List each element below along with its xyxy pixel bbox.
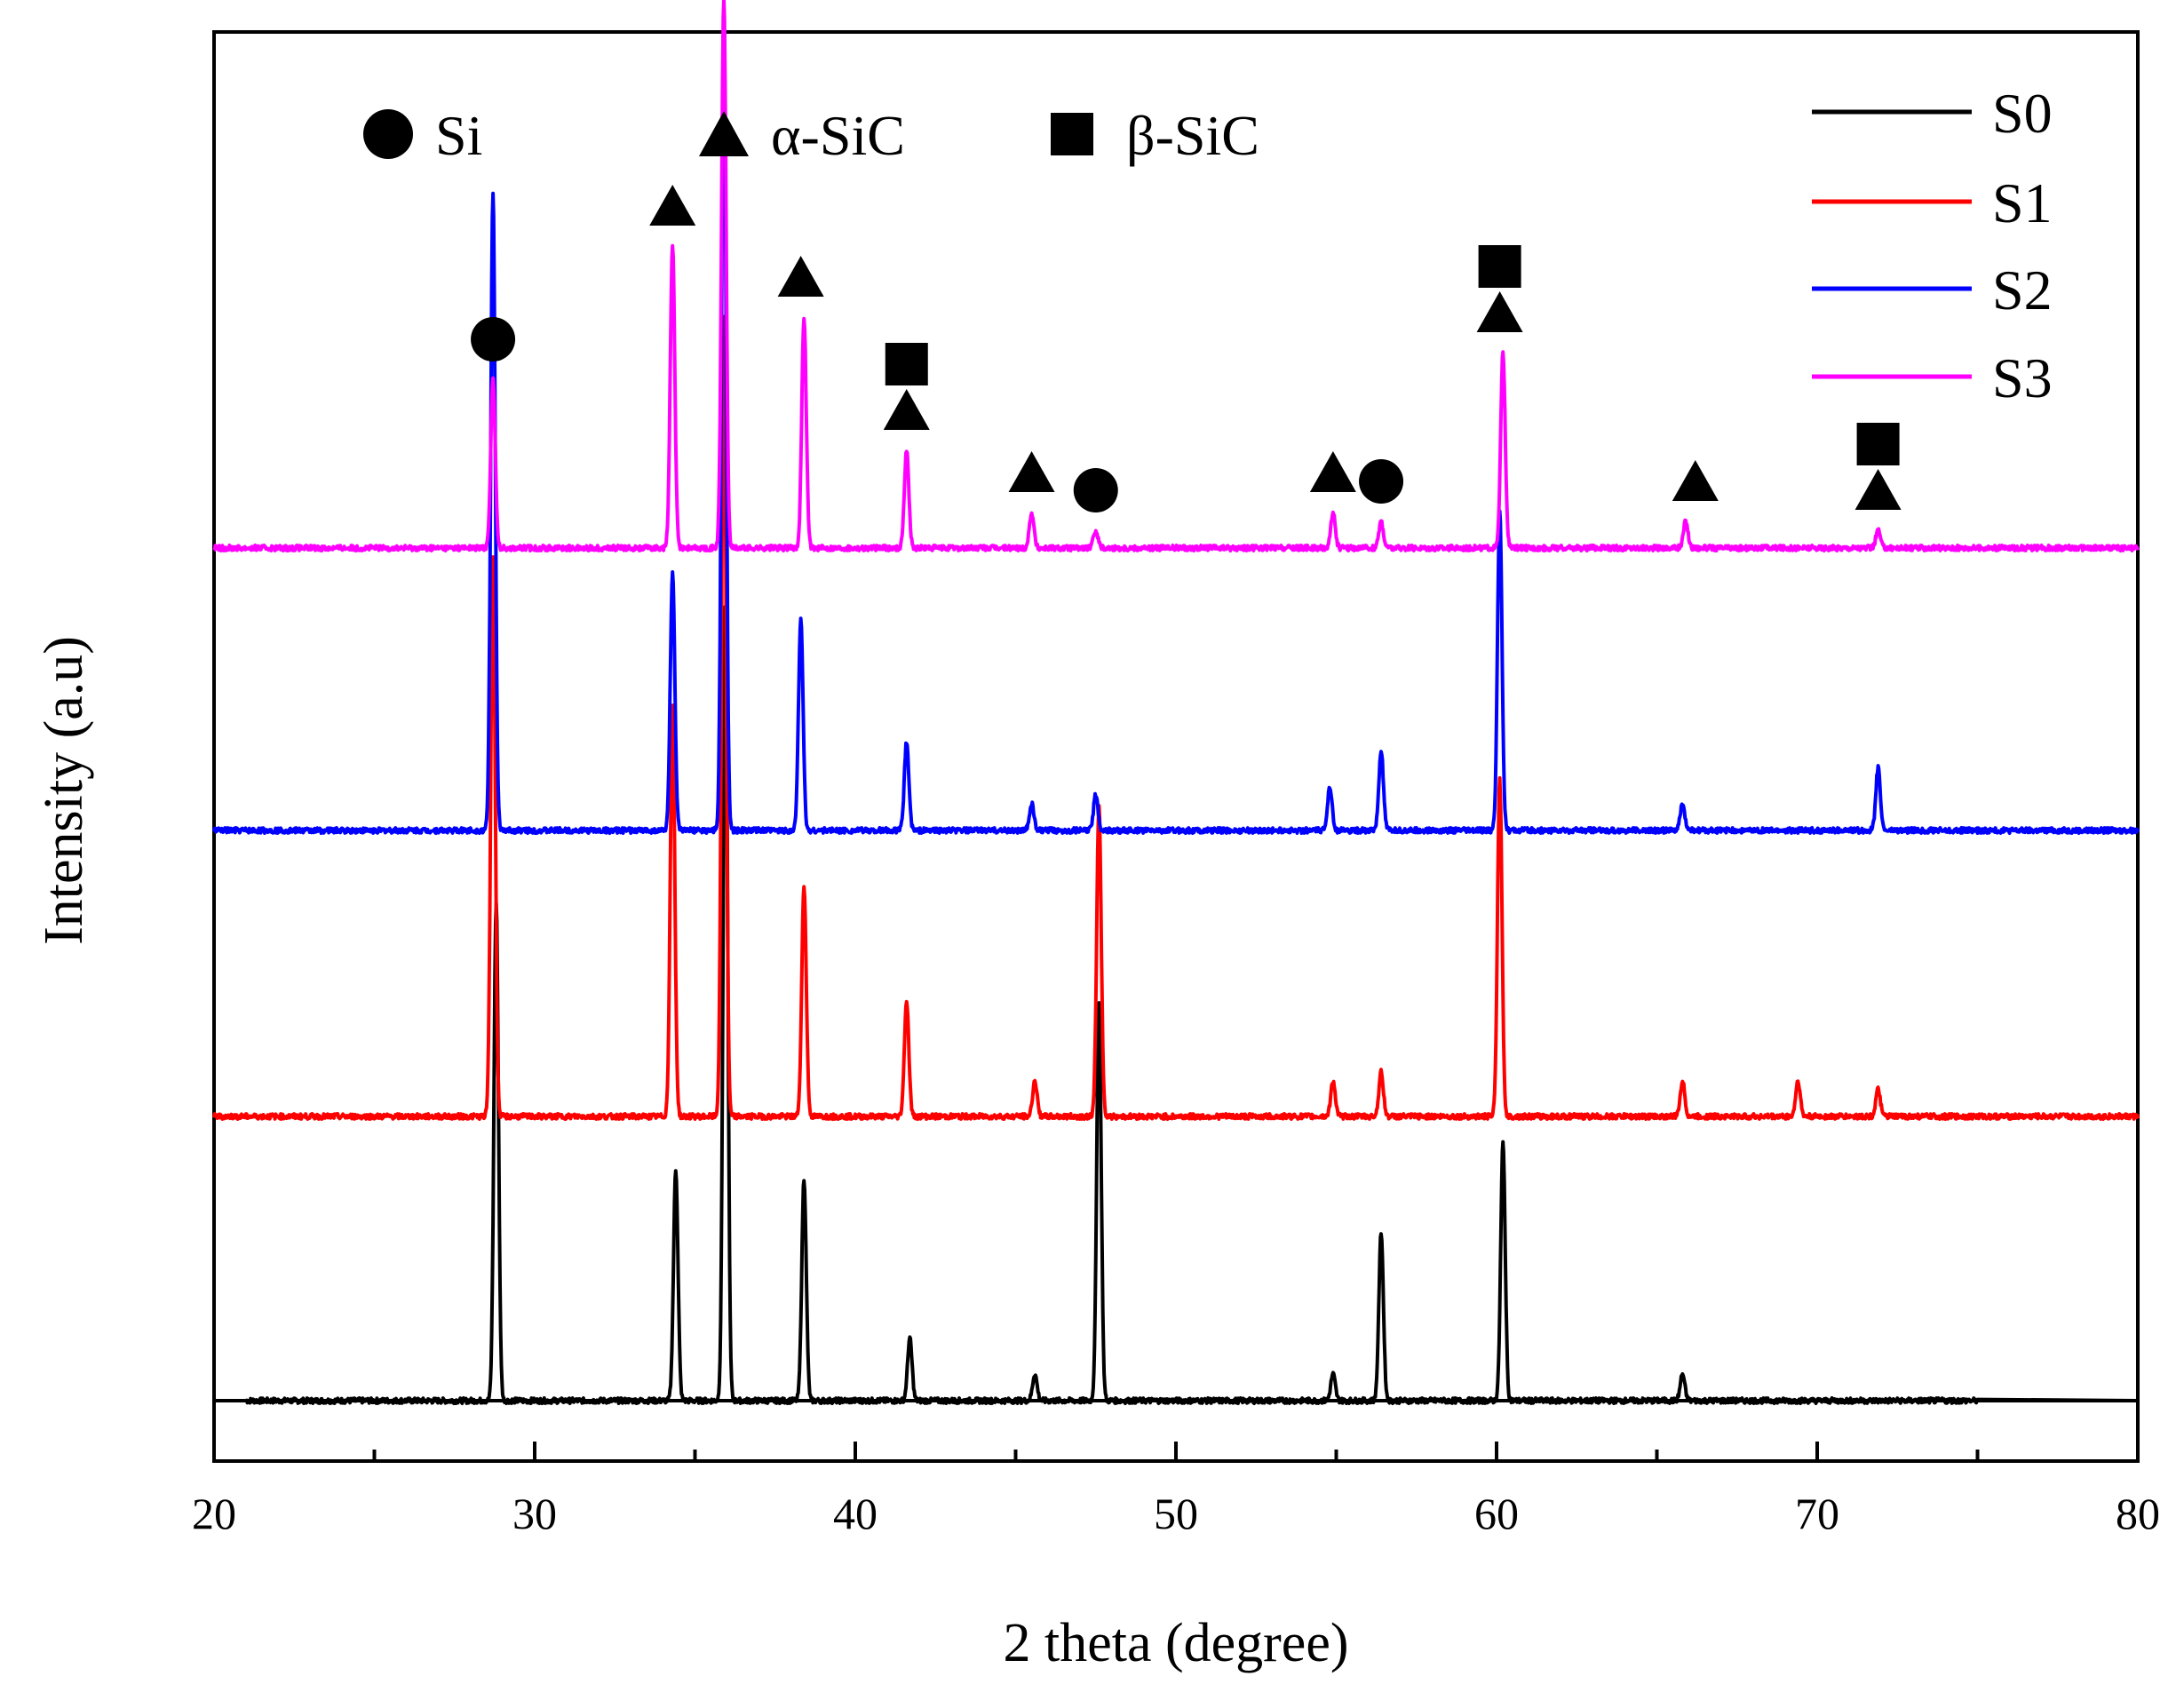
peak-annotations [471, 185, 1902, 512]
series-line-s2 [212, 4, 2140, 835]
legend-label-s1: S1 [1992, 171, 2053, 234]
y-axis-title: Intensity (a.u) [34, 636, 94, 945]
legend-label-s0: S0 [1992, 82, 2053, 145]
circle-marker-icon [363, 109, 413, 159]
phase-key-si-label: Si [435, 104, 482, 167]
x-tick-label-50: 50 [1154, 1489, 1198, 1538]
x-tick-label-70: 70 [1795, 1489, 1839, 1538]
triangle-marker-icon [699, 111, 749, 156]
square-marker-icon [885, 343, 928, 385]
triangle-marker-icon [883, 389, 930, 430]
triangle-marker-icon [1309, 451, 1356, 492]
legend-label-s2: S2 [1992, 258, 2053, 322]
x-tick-label-20: 20 [192, 1489, 236, 1538]
x-tick-label-80: 80 [2116, 1489, 2160, 1538]
series-layer [212, 0, 2140, 1405]
circle-marker-icon [1359, 459, 1404, 504]
circle-marker-icon [471, 317, 516, 361]
triangle-marker-icon [1854, 469, 1902, 510]
phase-key: Si α-SiC β-SiC [363, 104, 1259, 167]
x-tick-label-40: 40 [833, 1489, 878, 1538]
square-marker-icon [1051, 113, 1093, 155]
legend-item-s1: S1 [1812, 171, 2053, 234]
phase-key-beta-sic-label: β-SiC [1126, 104, 1259, 167]
phase-key-si: Si [363, 104, 482, 167]
x-axis-ticks: 20 30 40 50 60 70 80 [192, 1442, 2160, 1538]
circle-marker-icon [1073, 468, 1118, 512]
legend-item-s3: S3 [1812, 346, 2053, 409]
square-marker-icon [1478, 245, 1521, 288]
phase-key-alpha-sic-label: α-SiC [771, 104, 905, 167]
x-tick-label-60: 60 [1474, 1489, 1519, 1538]
legend-label-s3: S3 [1992, 346, 2053, 409]
x-tick-label-30: 30 [512, 1489, 557, 1538]
triangle-marker-icon [1008, 451, 1055, 492]
legend-item-s2: S2 [1812, 258, 2053, 322]
legend: S0 S1 S2 S3 [1812, 82, 2053, 409]
triangle-marker-icon [777, 256, 824, 297]
plot-frame [212, 30, 2140, 1463]
series-line-s1 [212, 314, 2140, 1121]
legend-item-s0: S0 [1812, 82, 2053, 145]
series-line-s3 [212, 0, 2140, 552]
triangle-marker-icon [1672, 460, 1719, 501]
series-line-s0 [244, 605, 2139, 1405]
x-axis-title: 2 theta (degree) [1004, 1613, 1349, 1673]
triangle-marker-icon [1476, 291, 1523, 332]
phase-key-beta-sic: β-SiC [1051, 104, 1259, 167]
square-marker-icon [1856, 423, 1900, 465]
triangle-marker-icon [649, 185, 696, 226]
phase-key-alpha-sic: α-SiC [699, 104, 905, 167]
